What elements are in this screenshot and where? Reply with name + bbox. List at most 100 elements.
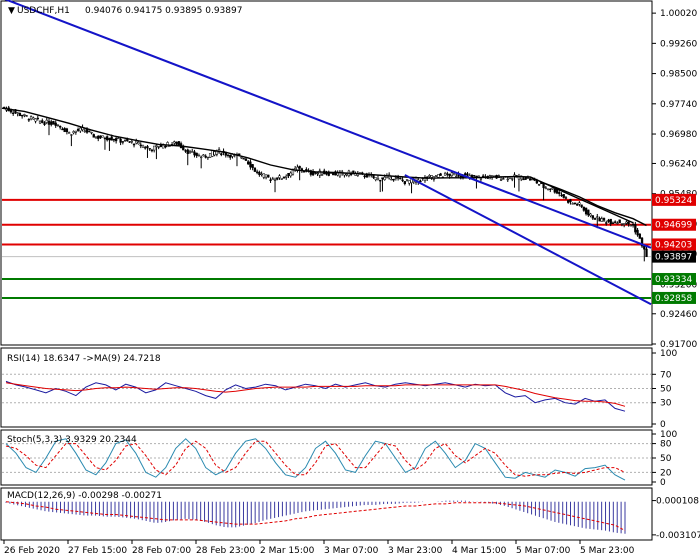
candle-body xyxy=(94,136,98,139)
candle-body xyxy=(108,138,111,141)
candle-body xyxy=(334,171,337,176)
candle-body xyxy=(302,171,306,173)
candle-body xyxy=(202,154,205,157)
candle-body xyxy=(173,141,176,144)
candle-body xyxy=(446,173,449,175)
candle-body xyxy=(175,141,178,145)
candle-body xyxy=(625,221,628,224)
candle-body xyxy=(41,120,44,123)
osc-tick-label: 0 xyxy=(660,478,666,488)
candle-body xyxy=(220,153,223,156)
time-tick-label: 5 Mar 07:00 xyxy=(516,546,571,556)
time-tick-label: 3 Mar 07:00 xyxy=(324,546,379,556)
macd-tick-label: -0.003107 xyxy=(656,531,700,541)
candle-body xyxy=(316,172,319,175)
candle-body xyxy=(466,173,469,176)
candle-body xyxy=(450,172,453,176)
candle-body xyxy=(511,178,514,180)
candle-body xyxy=(338,171,342,177)
candle-body xyxy=(110,136,113,141)
candle-body xyxy=(437,174,440,178)
candle-body xyxy=(544,187,547,189)
candle-body xyxy=(34,118,37,122)
candle-body xyxy=(455,175,458,178)
candle-body xyxy=(18,113,22,116)
candle-body xyxy=(537,183,541,186)
candle-body xyxy=(640,237,644,247)
time-axis: 26 Feb 2020 27 Feb 15:00 28 Feb 07:00 28 Fe… xyxy=(3,540,635,556)
candle-body xyxy=(150,149,154,152)
candle-body xyxy=(79,127,82,132)
candle-body xyxy=(622,223,626,225)
candle-body xyxy=(262,173,265,178)
candle-body xyxy=(448,173,451,177)
candle-body xyxy=(475,175,478,178)
candle-body xyxy=(542,183,545,188)
candle-body xyxy=(188,151,192,153)
candle-body xyxy=(546,188,550,190)
candle-body xyxy=(72,131,75,134)
candle-body xyxy=(65,128,69,133)
candle-body xyxy=(267,174,270,178)
candle-body xyxy=(396,177,400,179)
candle-body xyxy=(193,151,196,156)
candle-body xyxy=(314,172,317,174)
candle-body xyxy=(575,204,579,206)
candle-body xyxy=(408,180,411,184)
candle-body xyxy=(569,199,572,203)
price-panel xyxy=(1,0,652,306)
candle-body xyxy=(506,178,509,181)
candle-body xyxy=(106,136,109,141)
osc-tick-label: 0 xyxy=(660,420,666,430)
candle-body xyxy=(126,139,129,142)
candle-body xyxy=(45,119,48,123)
level-tag-support xyxy=(652,273,696,286)
level-tag-support xyxy=(652,291,696,304)
candle-body xyxy=(88,130,91,132)
candle-body xyxy=(614,221,617,223)
candle-body xyxy=(636,229,639,236)
osc-tick-label: 100 xyxy=(660,430,677,440)
price-tick-label: 0.91700 xyxy=(660,340,697,350)
candle-body xyxy=(59,125,62,128)
candle-body xyxy=(584,207,588,215)
candle-body xyxy=(298,165,301,169)
candle-body xyxy=(452,173,456,176)
candle-body xyxy=(182,146,185,151)
stoch-title: Stoch(5,3,3) 3.9329 20.2344 xyxy=(7,435,137,445)
candle-body xyxy=(38,120,42,124)
candle-body xyxy=(309,170,312,175)
candle-body xyxy=(558,192,561,194)
candle-body xyxy=(112,139,116,141)
candle-body xyxy=(423,177,427,181)
candle-body xyxy=(260,173,263,175)
candle-body xyxy=(470,174,474,178)
candle-body xyxy=(61,128,64,131)
candle-body xyxy=(403,181,406,184)
time-tick-label: 28 Feb 07:00 xyxy=(132,546,191,556)
price-tick-label: 0.97740 xyxy=(660,100,697,110)
candle-body xyxy=(607,219,610,222)
price-tick-label: 0.96980 xyxy=(660,130,697,140)
osc-tick-label: 20 xyxy=(660,468,672,478)
candle-body xyxy=(618,219,621,224)
stoch-panel xyxy=(2,438,651,481)
candle-body xyxy=(258,171,261,175)
candle-body xyxy=(117,137,120,140)
time-tick-label: 28 Feb 23:00 xyxy=(196,546,255,556)
price-tick-label: 0.96240 xyxy=(660,159,697,169)
rsi-panel-border xyxy=(0,347,653,428)
current-price-tag xyxy=(652,250,696,263)
price-tick-label: 1.00020 xyxy=(660,9,697,19)
candle-body xyxy=(208,153,212,158)
candle-body xyxy=(200,156,203,159)
candle-body xyxy=(76,129,80,131)
candle-body xyxy=(197,155,201,157)
level-tag-label: 0.93334 xyxy=(655,275,692,285)
candle-body xyxy=(119,138,122,143)
candle-body xyxy=(135,140,138,144)
time-tick-label: 5 Mar 23:00 xyxy=(580,546,635,556)
candle-body xyxy=(25,115,28,117)
candle-body xyxy=(186,149,189,154)
candle-body xyxy=(605,222,608,224)
